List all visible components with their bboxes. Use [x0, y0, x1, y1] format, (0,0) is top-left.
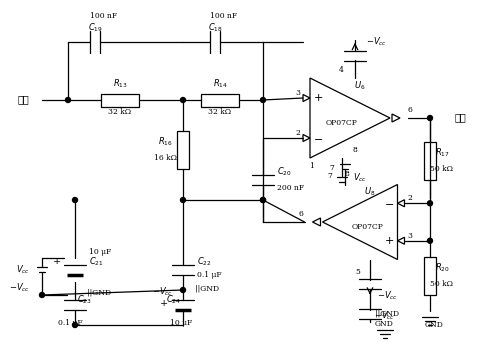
Text: $C_{23}$: $C_{23}$: [77, 294, 92, 306]
Text: 6: 6: [298, 210, 303, 218]
Text: $C_{20}$: $C_{20}$: [277, 166, 292, 178]
Text: $V_{cc}$: $V_{cc}$: [353, 172, 367, 184]
Text: 8: 8: [352, 146, 358, 154]
Text: OP07CP: OP07CP: [352, 223, 384, 231]
Text: $-V_{cc}$: $-V_{cc}$: [377, 289, 399, 302]
Text: 7: 7: [328, 172, 333, 181]
Text: 3: 3: [407, 232, 412, 240]
Bar: [424, 142, 436, 179]
Text: $C_{19}$: $C_{19}$: [88, 22, 103, 34]
Bar: [201, 93, 239, 107]
Text: 6: 6: [408, 106, 413, 114]
Bar: [101, 93, 139, 107]
Text: +: +: [385, 236, 394, 246]
Circle shape: [40, 292, 44, 297]
Text: $-$: $-$: [385, 198, 395, 208]
Text: 0.1 μF: 0.1 μF: [58, 319, 82, 327]
Text: $V_{cc}$: $V_{cc}$: [16, 264, 30, 276]
Circle shape: [428, 201, 432, 206]
Text: 5: 5: [356, 268, 361, 275]
Circle shape: [66, 97, 70, 103]
Circle shape: [260, 97, 266, 103]
Circle shape: [428, 238, 432, 243]
Text: OP07CP: OP07CP: [326, 119, 358, 127]
Text: 200 nF: 200 nF: [277, 184, 304, 192]
Text: $U_8$: $U_8$: [364, 186, 376, 198]
Text: $-V_{cc}$: $-V_{cc}$: [366, 36, 388, 48]
Text: 10 μF: 10 μF: [170, 319, 192, 327]
Text: $C_{22}$: $C_{22}$: [197, 256, 212, 268]
Text: ||GND: ||GND: [195, 284, 219, 292]
Text: 2: 2: [407, 194, 412, 202]
Circle shape: [180, 287, 186, 292]
Circle shape: [72, 198, 78, 202]
Text: $-V_{cc}$: $-V_{cc}$: [375, 309, 396, 322]
Text: 1: 1: [309, 162, 314, 170]
Text: 32 kΩ: 32 kΩ: [108, 108, 132, 116]
Circle shape: [428, 115, 432, 120]
Circle shape: [180, 97, 186, 103]
Text: $C_{18}$: $C_{18}$: [208, 22, 223, 34]
Circle shape: [260, 198, 266, 202]
Text: +: +: [313, 93, 322, 103]
Bar: [424, 257, 436, 295]
Circle shape: [260, 198, 266, 202]
Text: $R_{13}$: $R_{13}$: [113, 78, 127, 90]
Text: 16 kΩ: 16 kΩ: [153, 154, 176, 162]
Text: GND: GND: [375, 320, 394, 329]
Text: 3: 3: [295, 89, 300, 97]
Text: 输出: 输出: [454, 114, 466, 122]
Text: 50 kΩ: 50 kΩ: [430, 165, 454, 173]
Text: $C_{24}$: $C_{24}$: [166, 294, 181, 306]
Text: $U_6$: $U_6$: [354, 80, 366, 92]
Text: 50 kΩ: 50 kΩ: [430, 280, 454, 288]
Circle shape: [180, 198, 186, 202]
Text: $R_{17}$: $R_{17}$: [435, 146, 449, 159]
Circle shape: [72, 322, 78, 327]
Text: 4: 4: [338, 66, 344, 74]
Text: ||GND: ||GND: [375, 309, 399, 318]
Text: 8: 8: [345, 171, 349, 178]
Text: GND: GND: [425, 321, 444, 329]
Text: 输入: 输入: [18, 96, 30, 104]
Bar: [177, 131, 189, 169]
Text: $C_{21}$: $C_{21}$: [89, 256, 104, 268]
Text: 2: 2: [295, 129, 300, 137]
Text: 10 μF: 10 μF: [89, 248, 111, 256]
Text: 7: 7: [330, 164, 335, 172]
Text: 100 nF: 100 nF: [90, 12, 117, 20]
Text: 100 nF: 100 nF: [210, 12, 237, 20]
Text: +: +: [53, 257, 61, 267]
Text: $-V_{cc}$: $-V_{cc}$: [152, 286, 173, 298]
Text: $R_{16}$: $R_{16}$: [158, 136, 173, 148]
Text: +: +: [160, 298, 168, 308]
Text: $R_{20}$: $R_{20}$: [435, 262, 449, 274]
Text: $R_{14}$: $R_{14}$: [213, 78, 228, 90]
Text: $-V_{cc}$: $-V_{cc}$: [9, 282, 30, 294]
Text: $-$: $-$: [313, 133, 323, 143]
Text: 32 kΩ: 32 kΩ: [208, 108, 231, 116]
Text: 0.1 μF: 0.1 μF: [197, 271, 222, 279]
Text: ||GND: ||GND: [87, 288, 111, 296]
